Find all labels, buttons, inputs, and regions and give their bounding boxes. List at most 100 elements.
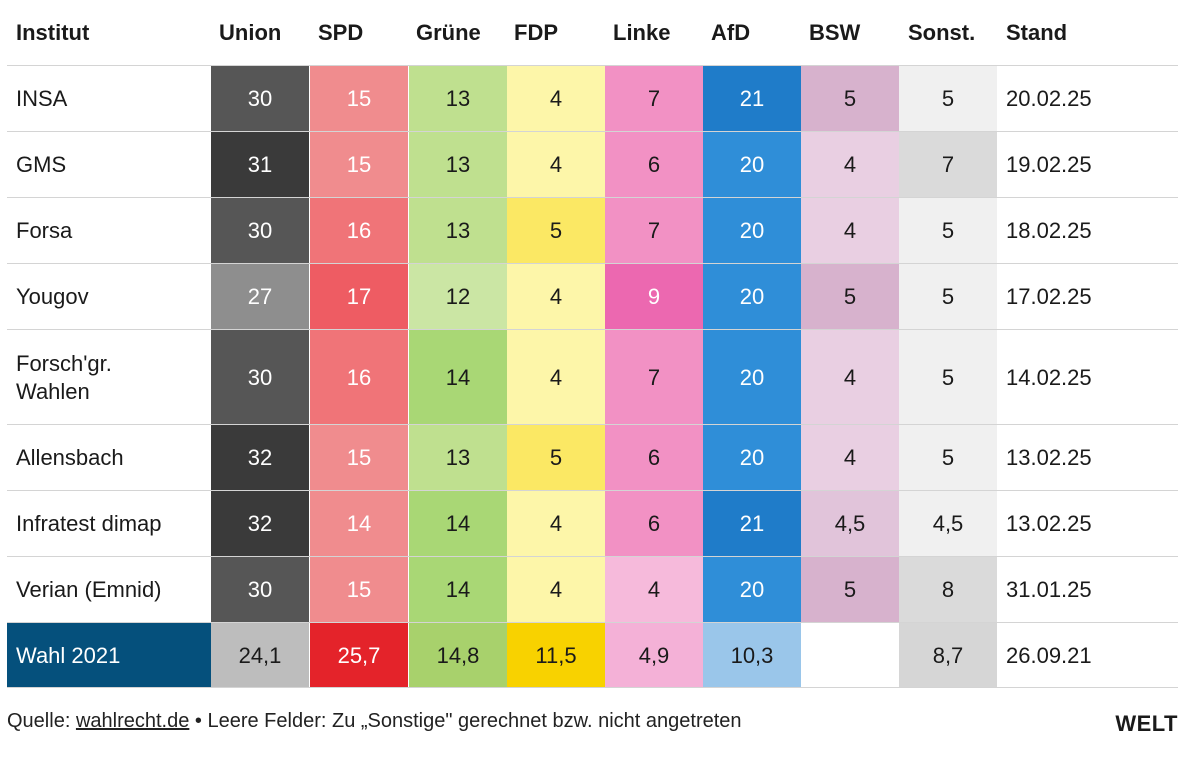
value-cell-grüne: 13	[409, 198, 507, 264]
column-header-union: Union	[219, 20, 282, 45]
value-cell-afd: 20	[703, 425, 801, 491]
row-divider	[7, 687, 1178, 688]
footer-note: • Leere Felder: Zu „Sonstige" gerechnet …	[189, 710, 742, 732]
value-cell-fdp: 4	[507, 557, 605, 623]
value-cell-fdp: 4	[507, 264, 605, 330]
value-cell-spd: 16	[310, 330, 408, 425]
value-cell-union: 27	[211, 264, 309, 330]
value-cell-sonst: 7	[899, 132, 997, 198]
institute-name: Forsa	[16, 218, 73, 243]
column-header-afd: AfD	[711, 20, 751, 45]
value-cell-sonst: 4,5	[899, 491, 997, 557]
value-cell-bsw: 4	[801, 198, 899, 264]
value-cell-fdp: 4	[507, 330, 605, 425]
value-cell-grüne: 14	[409, 491, 507, 557]
stand-date: 13.02.25	[1006, 445, 1092, 470]
value-cell-afd: 21	[703, 491, 801, 557]
value-cell-linke: 7	[605, 198, 703, 264]
value-cell-fdp: 4	[507, 491, 605, 557]
value-cell-afd: 20	[703, 557, 801, 623]
value-cell-grüne: 12	[409, 264, 507, 330]
footer-source: Quelle: wahlrecht.de • Leere Felder: Zu …	[7, 710, 742, 733]
source-prefix: Quelle:	[7, 710, 76, 732]
column-header-stand: Stand	[1006, 20, 1068, 45]
value-cell-union: 32	[211, 425, 309, 491]
value-cell-sonst: 5	[899, 330, 997, 425]
column-header-institut: Institut	[16, 20, 90, 45]
column-header-bsw: BSW	[809, 20, 861, 45]
institute-name: Allensbach	[16, 445, 124, 470]
value-cell-linke: 9	[605, 264, 703, 330]
column-header-linke: Linke	[613, 20, 671, 45]
value-cell-grüne: 13	[409, 132, 507, 198]
table-row: INSA 30 15 13 4 7 21 5 5 20.02.25	[7, 66, 1178, 132]
value-cell-spd: 15	[310, 132, 408, 198]
table-row: Forsch'gr. Wahlen 30 16 14 4 7 20 4 5 14.02.25	[7, 330, 1178, 425]
value-cell-fdp: 4	[507, 132, 605, 198]
row-divider	[7, 424, 1178, 425]
value-cell-sonst: 5	[899, 198, 997, 264]
value-cell-bsw: 4	[801, 132, 899, 198]
institute-name: GMS	[16, 152, 67, 177]
column-header-fdp: FDP	[514, 20, 558, 45]
value-cell-sonst: 5	[899, 66, 997, 132]
value-cell-spd: 15	[310, 66, 408, 132]
value-cell-afd: 20	[703, 330, 801, 425]
value-cell-union: 30	[211, 330, 309, 425]
table-row: Yougov 27 17 12 4 9 20 5 5 17.02.25	[7, 264, 1178, 330]
institute-name: Verian (Emnid)	[16, 577, 162, 602]
stand-date: 26.09.21	[1006, 642, 1092, 668]
value-cell-linke: 4,9	[605, 623, 703, 688]
stand-date: 13.02.25	[1006, 511, 1092, 536]
value-cell-sonst: 5	[899, 264, 997, 330]
stand-date: 18.02.25	[1006, 218, 1092, 243]
value-cell-bsw: 5	[801, 557, 899, 623]
value-cell-afd: 10,3	[703, 623, 801, 688]
value-cell-grüne: 14	[409, 557, 507, 623]
row-divider	[7, 131, 1178, 132]
row-divider	[7, 263, 1178, 264]
value-cell-spd: 15	[310, 557, 408, 623]
value-cell-sonst: 5	[899, 425, 997, 491]
stand-date: 20.02.25	[1006, 86, 1092, 111]
value-cell-union: 30	[211, 557, 309, 623]
column-header-sonst: Sonst.	[908, 20, 976, 45]
value-cell-union: 31	[211, 132, 309, 198]
stand-date: 31.01.25	[1006, 577, 1092, 602]
value-cell-union: 30	[211, 66, 309, 132]
table-row: Infratest dimap 32 14 14 4 6 21 4,5 4,5 13.02.25	[7, 491, 1178, 557]
stand-date: 17.02.25	[1006, 284, 1092, 309]
value-cell-linke: 6	[605, 425, 703, 491]
value-cell-afd: 21	[703, 66, 801, 132]
welt-logo: WELT	[1115, 711, 1178, 736]
value-cell-grüne: 14	[409, 330, 507, 425]
election-2021-row: Wahl 2021 24,1 25,7 14,8 11,5 4,9 10,3 8,7 26.09…	[7, 623, 1178, 688]
value-cell-afd: 20	[703, 132, 801, 198]
value-cell-linke: 7	[605, 330, 703, 425]
value-cell-afd: 20	[703, 198, 801, 264]
value-cell-afd: 20	[703, 264, 801, 330]
value-cell-bsw: 5	[801, 66, 899, 132]
value-cell-fdp: 5	[507, 425, 605, 491]
value-cell-spd: 17	[310, 264, 408, 330]
row-divider	[7, 490, 1178, 491]
value-cell-linke: 7	[605, 66, 703, 132]
value-cell-union: 30	[211, 198, 309, 264]
table-row: Allensbach 32 15 13 5 6 20 4 5 13.02.25	[7, 425, 1178, 491]
table-row: Verian (Emnid) 30 15 14 4 4 20 5 8 31.01.25	[7, 557, 1178, 623]
value-cell-fdp: 4	[507, 66, 605, 132]
value-cell-spd: 16	[310, 198, 408, 264]
value-cell-bsw: 5	[801, 264, 899, 330]
table-row: GMS 31 15 13 4 6 20 4 7 19.02.25	[7, 132, 1178, 198]
value-cell-grüne: 13	[409, 425, 507, 491]
value-cell-union: 32	[211, 491, 309, 557]
source-link[interactable]: wahlrecht.de	[75, 710, 190, 732]
value-cell-bsw: 4	[801, 330, 899, 425]
row-divider	[7, 556, 1178, 557]
value-cell-union: 24,1	[211, 623, 309, 688]
value-cell-bsw	[801, 623, 899, 688]
stand-date: 19.02.25	[1006, 152, 1092, 177]
stand-date: 14.02.25	[1006, 364, 1092, 390]
value-cell-grüne: 13	[409, 66, 507, 132]
value-cell-fdp: 5	[507, 198, 605, 264]
